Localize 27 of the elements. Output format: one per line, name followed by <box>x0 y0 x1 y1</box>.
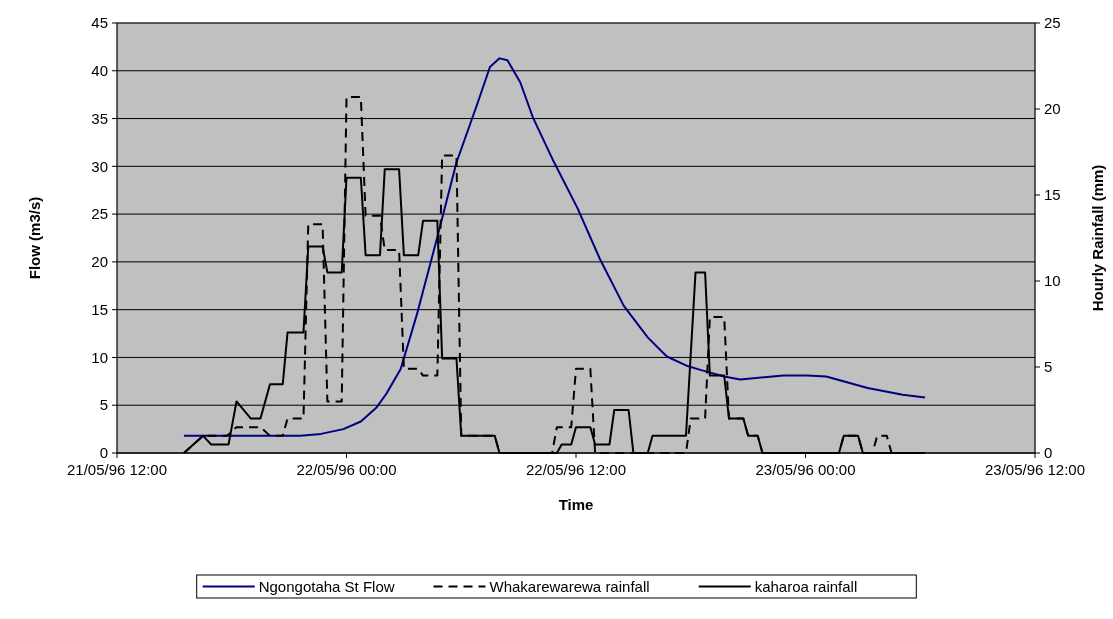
y2-tick-label: 5 <box>1044 358 1053 376</box>
legend-label: Whakarewarewa rainfall <box>489 577 650 595</box>
x-axis-title: Time <box>558 496 594 513</box>
y2-tick-label: 15 <box>1044 186 1061 204</box>
y2-tick-label: 20 <box>1044 100 1061 118</box>
y2-tick-label: 25 <box>1044 14 1061 32</box>
y-tick-label: 20 <box>91 253 108 271</box>
y-tick-label: 40 <box>91 62 108 80</box>
y-tick-label: 5 <box>99 396 108 414</box>
x-tick-label: 23/05/96 12:00 <box>984 461 1086 478</box>
x-tick-label: 23/05/96 00:00 <box>755 461 856 478</box>
y-axis-title: Flow (m3/s) <box>26 196 43 280</box>
x-tick-label: 22/05/96 00:00 <box>296 461 397 478</box>
y2-axis-title: Hourly Rainfall (mm) <box>1089 164 1106 312</box>
y2-tick-label: 0 <box>1044 444 1053 462</box>
legend-label: Ngongotaha St Flow <box>258 577 395 595</box>
x-tick-label: 22/05/96 12:00 <box>525 461 627 478</box>
legend-label: kaharoa rainfall <box>754 577 858 595</box>
y-tick-label: 30 <box>91 157 108 175</box>
y-tick-label: 10 <box>91 348 108 366</box>
x-tick-label: 21/05/96 12:00 <box>66 461 168 478</box>
y-tick-label: 25 <box>91 205 108 223</box>
y2-tick-label: 10 <box>1044 272 1061 290</box>
y-tick-label: 45 <box>91 14 108 32</box>
y-tick-label: 0 <box>99 444 108 462</box>
y-tick-label: 35 <box>91 109 108 127</box>
y-tick-label: 15 <box>91 300 108 318</box>
